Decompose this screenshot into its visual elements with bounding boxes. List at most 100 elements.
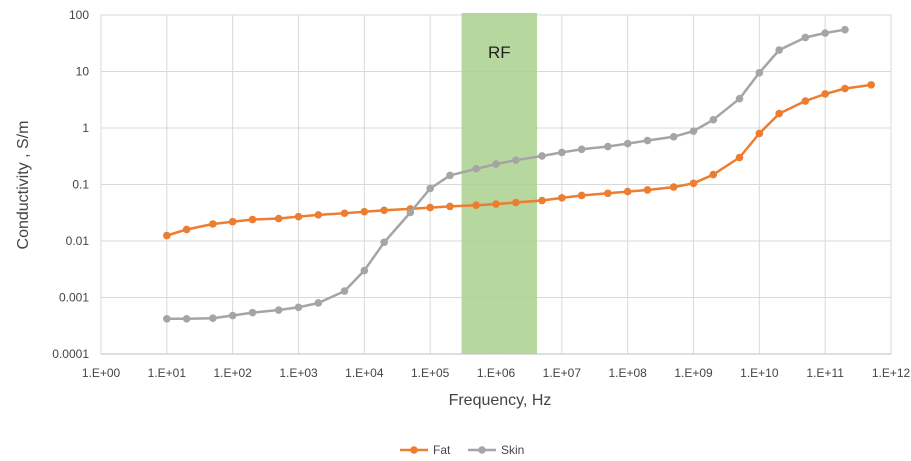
data-point-fat (669, 183, 678, 191)
data-point-skin (755, 68, 764, 77)
y-tick-label: 0.0001 (52, 347, 89, 361)
data-point-fat (446, 202, 454, 211)
data-point-fat (709, 170, 718, 179)
data-point-fat (735, 153, 744, 162)
data-point-fat (182, 225, 191, 234)
data-point-skin (558, 148, 566, 157)
data-point-fat (274, 214, 283, 223)
data-point-fat (314, 211, 323, 219)
data-point-skin (512, 156, 520, 164)
x-tick-label: 1.E+01 (148, 366, 187, 380)
y-tick-label: 100 (69, 8, 89, 22)
data-point-skin (604, 142, 612, 151)
rf-band-label: RF (488, 43, 511, 62)
axes (100, 15, 891, 355)
data-point-skin (248, 308, 257, 317)
data-point-skin (492, 160, 500, 168)
x-tick-label: 1.E+12 (872, 366, 911, 380)
data-point-skin (669, 132, 678, 141)
x-tick-label: 1.E+09 (674, 366, 713, 380)
data-point-skin (446, 171, 454, 180)
data-point-fat (163, 231, 171, 240)
data-point-skin (821, 29, 829, 37)
data-point-fat (538, 196, 546, 205)
data-point-fat (867, 81, 875, 89)
x-tick-label: 1.E+00 (82, 366, 121, 380)
data-point-fat (643, 186, 652, 194)
data-point-skin (380, 238, 388, 247)
rf-band (461, 13, 538, 354)
x-tick-label: 1.E+11 (806, 366, 844, 380)
data-point-skin (406, 208, 415, 217)
y-tick-label: 0.1 (72, 178, 89, 192)
data-point-fat (577, 191, 586, 200)
data-point-fat (801, 97, 810, 105)
data-point-skin (472, 164, 480, 173)
x-tick-label: 1.E+07 (543, 366, 582, 380)
data-point-skin (689, 127, 698, 135)
data-point-skin (228, 311, 237, 320)
y-tick-label: 10 (76, 65, 90, 79)
data-point-fat (492, 200, 500, 208)
data-point-skin (182, 314, 191, 323)
data-point-fat (228, 217, 237, 226)
x-tick-label: 1.E+10 (740, 366, 779, 380)
x-axis-title: Frequency, Hz (449, 392, 552, 409)
legend-item-fat: Fat (400, 443, 451, 457)
data-point-fat (248, 215, 257, 224)
x-tick-label: 1.E+02 (213, 366, 252, 380)
y-tick-label: 0.01 (66, 234, 90, 248)
data-point-fat (209, 220, 217, 228)
y-tick-label: 0.001 (59, 291, 89, 305)
data-point-skin (163, 314, 171, 323)
legend-skin-marker (478, 446, 486, 454)
data-point-skin (577, 145, 586, 154)
data-point-skin (274, 306, 283, 314)
data-point-skin (426, 184, 434, 193)
data-point-fat (512, 198, 520, 207)
y-axis-title: Conductivity , S/m (15, 121, 32, 250)
series-fat (163, 81, 875, 240)
y-tick-label: 1 (82, 121, 89, 135)
series-skin (163, 25, 849, 323)
legend-fat-label: Fat (433, 443, 451, 457)
data-point-skin (294, 303, 303, 312)
data-point-fat (380, 206, 388, 215)
data-point-skin (643, 136, 652, 145)
data-point-fat (689, 179, 698, 188)
data-point-fat (604, 189, 612, 198)
x-tick-label: 1.E+05 (411, 366, 450, 380)
data-point-fat (623, 187, 632, 196)
x-tick-label: 1.E+03 (279, 366, 318, 380)
data-point-fat (340, 209, 349, 218)
data-point-skin (775, 46, 783, 54)
data-point-skin (709, 115, 718, 124)
data-point-fat (360, 207, 369, 216)
data-point-fat (472, 201, 480, 210)
data-point-skin (209, 314, 217, 323)
data-point-skin (360, 266, 369, 275)
data-point-fat (426, 203, 434, 212)
legend-skin-label: Skin (501, 443, 524, 457)
data-point-skin (801, 33, 810, 42)
data-point-fat (558, 194, 566, 202)
data-point-fat (775, 109, 783, 118)
x-tick-label: 1.E+08 (608, 366, 647, 380)
legend-item-skin: Skin (468, 443, 524, 457)
legend-fat-marker (410, 446, 418, 454)
data-point-skin (735, 94, 744, 103)
legend: Fat Skin (400, 443, 524, 457)
data-point-fat (755, 129, 764, 138)
x-tick-label: 1.E+04 (345, 366, 384, 380)
x-tick-label: 1.E+06 (477, 366, 516, 380)
data-point-fat (821, 90, 829, 98)
data-point-skin (538, 152, 546, 160)
data-point-fat (841, 84, 849, 93)
data-point-skin (841, 25, 849, 34)
data-point-skin (340, 287, 349, 295)
data-point-skin (314, 299, 323, 307)
data-point-skin (623, 139, 632, 148)
tick-labels: 1.E+00 1.E+01 1.E+02 1.E+03 1.E+04 1.E+05 1.E+… (52, 8, 910, 380)
data-point-fat (294, 212, 303, 221)
